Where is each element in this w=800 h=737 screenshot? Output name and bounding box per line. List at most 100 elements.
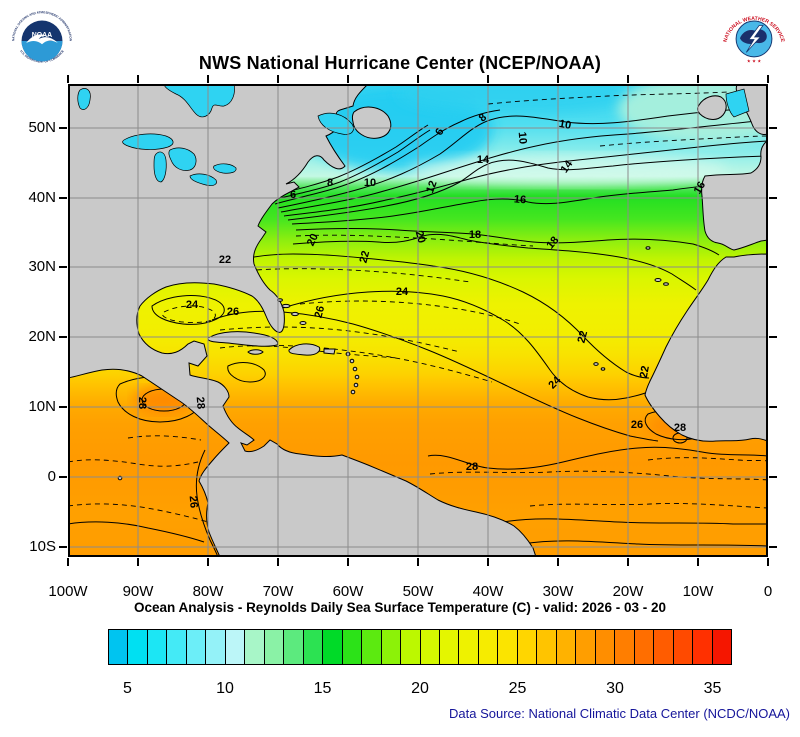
cuba-island: [207, 331, 279, 347]
lake-ontario: [213, 163, 237, 174]
map-caption: Ocean Analysis - Reynolds Daily Sea Surf…: [134, 600, 666, 615]
contour-label: 20: [413, 230, 428, 245]
x-axis-tick-mark: [627, 558, 629, 566]
colorbar-cell: [614, 630, 634, 664]
y-axis-tick-mark: [769, 476, 777, 478]
contour-label: 22: [638, 365, 652, 379]
colorbar-cell: [458, 630, 478, 664]
x-axis-tick-label: 90W: [122, 583, 154, 600]
noaa-emblem-sea: [21, 40, 63, 62]
sst-contours-solid: [68, 107, 768, 557]
contour-label: 10: [558, 118, 572, 132]
colorbar-cell: [263, 630, 284, 664]
colorbar-cell: [361, 630, 381, 664]
colorbar-cell: [380, 630, 401, 664]
contour-label: 24: [396, 286, 409, 298]
africa-landmass: [644, 253, 768, 442]
colorbar-cell: [185, 630, 206, 664]
x-axis-tick-mark: [557, 558, 559, 566]
noaa-logo: NATIONAL OCEANIC AND ATMOSPHERIC ADMINIS…: [9, 6, 75, 72]
contour-label: 22: [358, 250, 373, 265]
x-axis-tick-mark: [417, 75, 419, 83]
y-axis-tick-label: 40N: [28, 189, 56, 206]
canary-madeira-islands: [645, 246, 669, 286]
contour-label: 28: [194, 396, 207, 409]
x-axis-tick-label: 100W: [48, 583, 88, 600]
contour-label: 8: [327, 177, 333, 189]
landmasses: [68, 84, 768, 557]
colorbar-cell: [438, 630, 459, 664]
y-axis-tick-mark: [59, 406, 67, 408]
colorbar-cell: [341, 630, 362, 664]
newfoundland-island: [351, 106, 392, 139]
puerto-rico-island: [323, 348, 336, 355]
colorbar-cell: [166, 630, 186, 664]
colorbar-tick-label: 30: [606, 680, 624, 697]
lesser-antilles-islands: [345, 351, 360, 395]
x-axis-tick-mark: [627, 75, 629, 83]
hispaniola-island: [288, 343, 321, 356]
y-axis-tick-mark: [59, 197, 67, 199]
x-axis-tick-mark: [207, 558, 209, 566]
colorbar-cell: [224, 630, 245, 664]
x-axis-tick-mark: [697, 75, 699, 83]
nws-lightning-icon: [745, 25, 764, 53]
y-axis-tick-mark: [769, 197, 777, 199]
x-axis-tick-mark: [137, 558, 139, 566]
contour-label: 6: [290, 189, 296, 201]
x-axis-tick-mark: [767, 75, 769, 83]
y-axis-tick-label: 0: [47, 468, 56, 485]
y-axis-tick-mark: [769, 546, 777, 548]
x-axis-tick-mark: [277, 558, 279, 566]
colorbar-cell: [419, 630, 439, 664]
x-axis-tick-mark: [487, 558, 489, 566]
colorbar-cell: [146, 630, 167, 664]
bahamas-islands: [277, 298, 307, 325]
x-axis-tick-label: 0: [763, 583, 773, 600]
colorbar-cell: [711, 630, 731, 664]
y-axis-tick-label: 10S: [29, 538, 56, 555]
x-axis-tick-mark: [67, 558, 69, 566]
contour-label: 10: [364, 177, 376, 189]
y-axis-tick-mark: [769, 266, 777, 268]
contour-label: 26: [631, 419, 643, 431]
contour-label: 22: [219, 254, 231, 266]
x-axis-tick-label: 50W: [402, 583, 434, 600]
lake-erie: [189, 173, 217, 186]
contour-label: 26: [227, 306, 239, 318]
y-axis-tick-mark: [59, 266, 67, 268]
lake-winnipeg: [77, 88, 91, 110]
colorbar-cell: [633, 630, 654, 664]
x-axis-tick-mark: [207, 75, 209, 83]
nws-logo: NATIONAL WEATHER SERVICE ★ ★ ★: [723, 5, 786, 69]
x-axis-tick-mark: [67, 75, 69, 83]
sst-contours-dashed: [68, 91, 768, 523]
colorbar-tick-label: 35: [703, 680, 722, 697]
irish-sea: [725, 88, 750, 118]
contour-label: 16: [692, 180, 709, 197]
contour-label: 6: [433, 126, 446, 137]
contour-label: 12: [424, 179, 439, 195]
data-source-note: Data Source: National Climatic Data Cent…: [449, 706, 790, 721]
contour-label: 24: [186, 299, 199, 311]
x-axis-tick-mark: [697, 558, 699, 566]
colorbar: [108, 629, 732, 665]
noaa-center-text: NOAA: [32, 32, 52, 39]
contour-label: 20: [305, 232, 321, 248]
x-axis-tick-label: 60W: [332, 583, 364, 600]
colorbar-cell: [653, 630, 673, 664]
colorbar-cell: [283, 630, 303, 664]
x-axis-tick-label: 30W: [542, 583, 574, 600]
colorbar-cell: [302, 630, 323, 664]
contour-label: 14: [477, 154, 490, 166]
colorbar-cell: [575, 630, 595, 664]
nws-stars: ★ ★ ★: [747, 59, 762, 64]
map-frame: [68, 84, 768, 557]
x-axis-tick-label: 20W: [612, 583, 644, 600]
x-axis-tick-mark: [347, 75, 349, 83]
y-axis-tick-mark: [769, 336, 777, 338]
lakes-and-bays: [77, 84, 750, 186]
colorbar-cell: [127, 630, 147, 664]
colorbar-tick-label: 20: [411, 680, 429, 697]
